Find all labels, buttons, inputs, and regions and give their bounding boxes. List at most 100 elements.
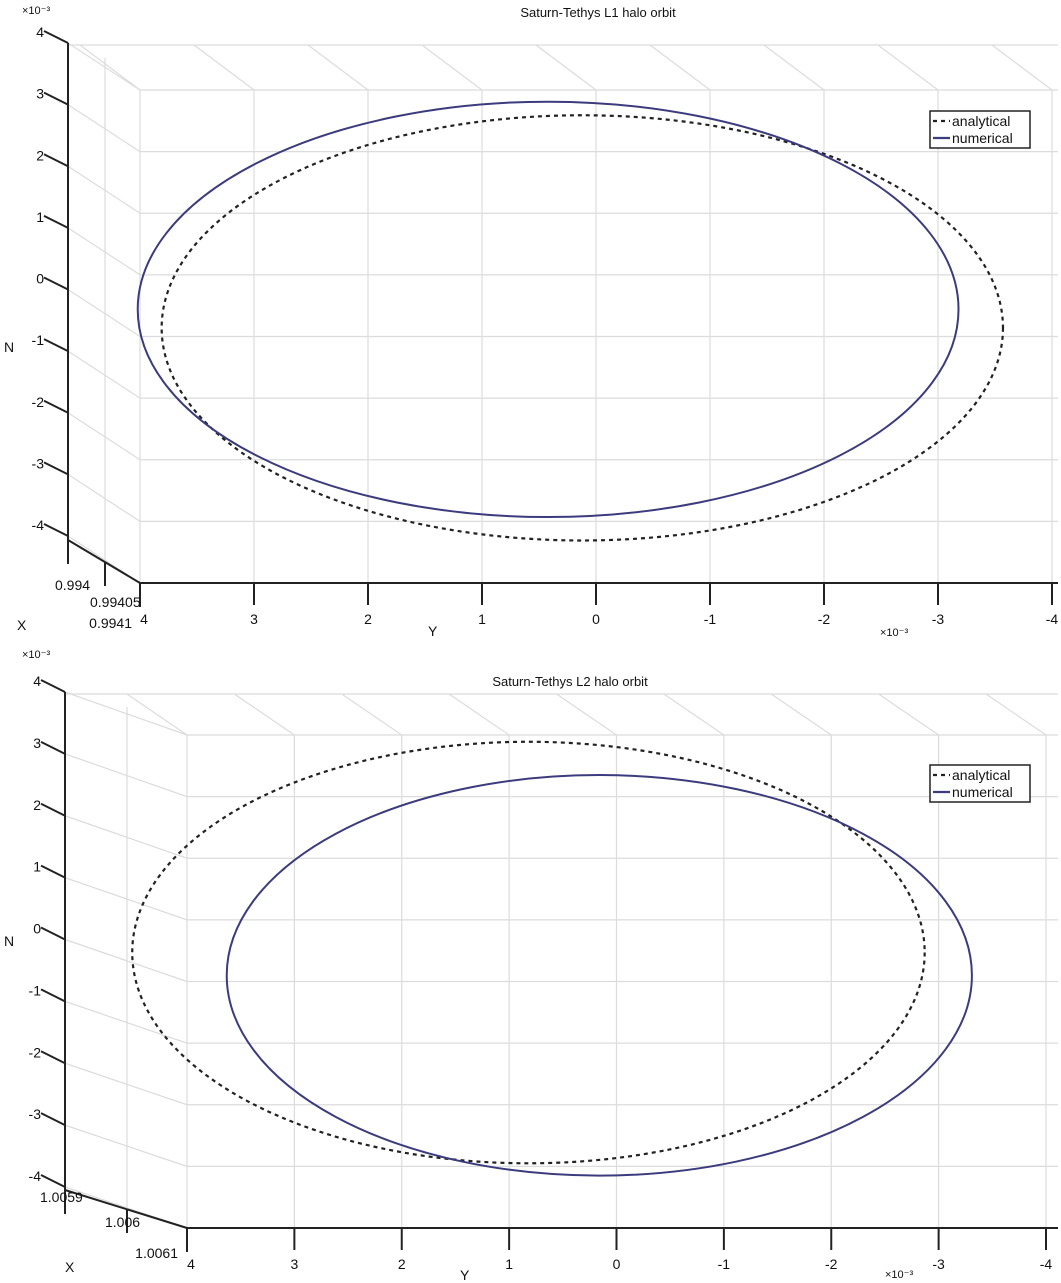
series-numerical [136,100,960,519]
y-tick-label: -3 [932,611,945,627]
grid-line-y-top [535,44,597,91]
x-axis-label: X [17,617,27,633]
grid-line-y-top [770,693,832,736]
y-axis-label: Y [460,1267,470,1283]
y-axis-label: Y [428,623,438,639]
y-tick-label: 4 [140,611,148,627]
z-axis-label: N [4,339,14,355]
z-tick-label: -2 [29,1044,42,1060]
grid-line-z-wall [67,412,141,461]
z-tick [40,926,66,941]
z-tick-label: 0 [36,271,44,287]
z-tick-label: 1 [33,859,41,875]
z-tick [40,1174,66,1188]
grid-line-z-wall [64,1000,188,1044]
z-tick-label: -4 [29,1168,42,1184]
x-tick-label: 0.99405 [90,594,141,610]
y-tick-label: 1 [505,1256,513,1272]
y-tick-label: -4 [1046,611,1059,627]
y-tick-label: -2 [818,611,831,627]
grid [64,691,1058,1229]
z-tick [43,523,69,537]
z-axis-label: N [4,933,14,949]
grid-line-z-wall [64,815,188,859]
chart-title: Saturn-Tethys L1 halo orbit [520,5,676,20]
grid-line-z-wall [67,473,141,522]
z-tick [43,276,69,291]
z-tick [40,802,66,817]
y-tick-label: -1 [718,1256,731,1272]
grid-line-y-top [126,693,188,736]
z-tick-label: 4 [36,24,44,40]
grid-line-y-top [763,44,825,91]
z-tick-label: 0 [33,921,41,937]
grid-line-y-top [649,44,711,91]
y-tick-label: 1 [478,611,486,627]
z-tick [43,399,69,414]
x-tick-label: 0.994 [55,577,90,593]
y-tick-label: -3 [932,1256,945,1272]
z-tick [40,864,66,879]
grid-line-z-wall [64,753,188,798]
legend-label-numerical: numerical [952,130,1013,146]
z-tick-label: -3 [32,455,45,471]
grid-line-z-wall [64,1062,188,1106]
z-tick [40,679,66,693]
x-tick-label: 0.9941 [89,615,132,631]
z-tick-label: -4 [32,517,45,533]
grid-line-z-wall [67,165,141,214]
grid-line-y-top [448,693,510,736]
axes [43,30,1058,607]
grid-line-z-wall [67,42,141,91]
z-tick-label: -2 [32,394,45,410]
grid-line-y-top [991,44,1053,91]
z-tick-label: 3 [33,735,41,751]
y-tick-label: 3 [250,611,258,627]
grid-line-y-top [307,44,369,91]
z-scale-label: ×10⁻³ [22,5,50,17]
z-tick [43,461,69,476]
grid-line-y-top [556,693,617,736]
grid-line-y-top [234,693,295,736]
grid-line-z-wall [64,691,188,736]
z-tick-label: -1 [32,332,45,348]
z-tick [43,91,69,106]
grid-line-z-wall [67,288,141,338]
z-tick [40,988,66,1003]
z-tick-label: 2 [33,797,41,813]
series-numerical [225,774,973,1177]
z-tick [40,740,66,755]
z-scale-label: ×10⁻³ [22,649,50,661]
series-analytical [160,114,1005,542]
z-tick [43,338,69,353]
y-tick-label: -1 [704,611,717,627]
grid-line-y-top [985,693,1047,736]
z-tick-label: -3 [29,1106,42,1122]
y-tick-label: 2 [398,1256,406,1272]
z-tick [43,153,69,168]
y-tick-label: 0 [613,1256,621,1272]
z-tick [43,214,69,229]
z-tick-label: -1 [29,982,42,998]
x-axis-label: X [65,1259,75,1275]
legend-box [929,110,1031,149]
x-tick-label: 1.0059 [40,1189,83,1205]
y-tick-label: -4 [1040,1256,1053,1272]
x-axis-line [67,539,141,584]
grid-line-y-top [421,44,483,91]
grid-line-z-wall [64,877,188,921]
z-tick-label: 3 [36,86,44,102]
y-tick-label: 3 [290,1256,298,1272]
grid-line-z-wall [67,227,141,276]
chart-panel-1: 4 3 2 1 0 -1 -2 -3 -4 4 3 2 1 0 -1 -2 -3 -4 0.9940.99405 0.… [4,5,1058,639]
z-tick [40,1050,66,1065]
grid-line-y-top [877,44,939,91]
grid-line-z-wall [64,938,188,983]
y-tick-label: 2 [364,611,372,627]
y-scale-label: ×10⁻³ [885,1269,913,1281]
grid-line-y-top [341,693,403,736]
legend-label-analytical: analytical [952,113,1010,129]
grid-line-y-top [663,693,725,736]
